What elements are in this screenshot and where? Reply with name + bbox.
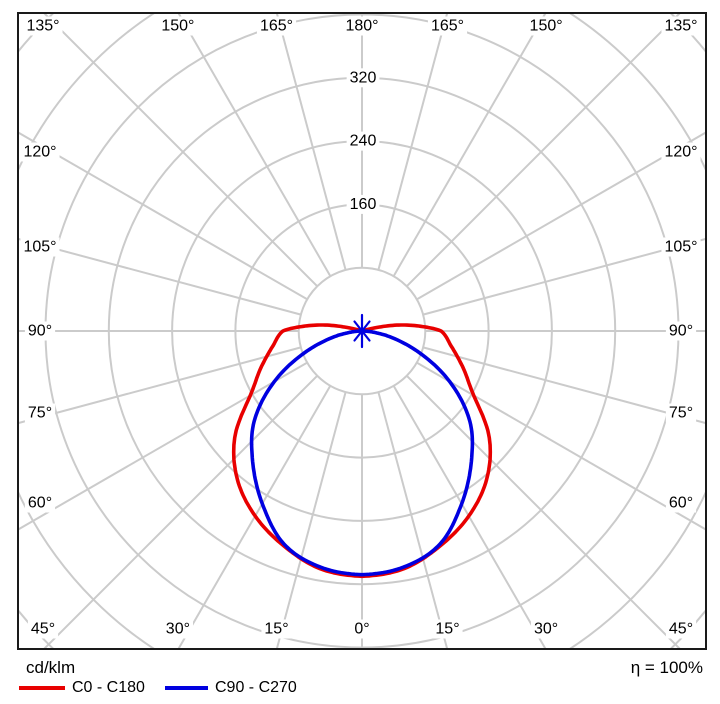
angle-label-left: 90° xyxy=(28,323,52,340)
radial-tick-label-bg xyxy=(346,194,380,214)
angle-label-bottom-bg xyxy=(432,619,463,639)
grid-spoke xyxy=(275,391,347,650)
angle-label-right-bg xyxy=(661,142,701,162)
grid-spoke xyxy=(17,361,308,532)
angle-label-bottom: 30° xyxy=(166,621,190,638)
grid-spoke xyxy=(406,12,683,287)
angle-label-right: 90° xyxy=(669,323,693,340)
grid-spoke xyxy=(17,237,302,316)
angle-label-bottom-bg xyxy=(27,619,59,639)
grid-spoke xyxy=(176,12,332,277)
grid-spoke xyxy=(41,12,318,287)
angle-label-bottom: 45° xyxy=(669,621,693,638)
radial-tick-label: 160 xyxy=(350,196,377,213)
angle-label-left-bg xyxy=(20,237,60,257)
angle-label-bottom: 0° xyxy=(354,621,369,638)
angle-label-right-bg xyxy=(661,237,701,257)
grid-spoke xyxy=(392,12,548,277)
angle-label-bottom-bg xyxy=(665,619,697,639)
angle-label-top: 150° xyxy=(161,18,194,35)
angle-label-left: 120° xyxy=(23,144,56,161)
angle-label-bottom: 30° xyxy=(534,621,558,638)
angle-label-right-bg xyxy=(665,403,697,423)
angle-label-top-bg xyxy=(427,16,468,36)
angle-label-left-bg xyxy=(24,493,56,513)
angle-label-top: 180° xyxy=(345,18,378,35)
units-label: cd/klm xyxy=(26,658,76,677)
angle-label-right: 60° xyxy=(669,495,693,512)
legend-label-c90-c270: C90 - C270 xyxy=(215,679,297,696)
angle-label-top: 150° xyxy=(530,18,563,35)
angle-label-bottom: 45° xyxy=(31,621,55,638)
grid-spoke xyxy=(416,130,707,301)
grid-spoke xyxy=(17,346,302,425)
angle-label-top: 165° xyxy=(260,18,293,35)
grid-spoke xyxy=(275,12,347,271)
grid-spoke xyxy=(17,130,308,301)
angle-label-right: 75° xyxy=(669,405,693,422)
angle-label-top-bg xyxy=(23,16,63,36)
angle-label-top-bg xyxy=(158,16,198,36)
radial-tick-label-bg xyxy=(346,131,380,151)
angle-label-left: 60° xyxy=(28,495,52,512)
grid-spoke xyxy=(406,375,683,650)
efficiency-label: η = 100% xyxy=(630,658,703,677)
grid-spoke xyxy=(392,385,548,650)
angle-label-left-bg xyxy=(24,403,56,423)
angle-label-top-bg xyxy=(256,16,297,36)
angle-label-right-bg xyxy=(665,493,697,513)
radial-tick-label: 240 xyxy=(350,133,377,150)
grid-spoke xyxy=(377,12,449,271)
legend: C0 - C180 C90 - C270 xyxy=(0,679,720,703)
angle-label-bottom-bg xyxy=(162,619,194,639)
plot-border xyxy=(17,12,707,650)
angle-label-right: 120° xyxy=(664,144,697,161)
angle-label-left-bg xyxy=(20,142,60,162)
legend-swatch-c90-c270 xyxy=(165,686,208,690)
angle-label-bottom-bg xyxy=(351,619,373,639)
angle-label-top: 135° xyxy=(26,18,59,35)
angle-label-bottom-bg xyxy=(261,619,292,639)
photometric-center-marker-icon xyxy=(353,313,371,349)
radial-tick-label-bg xyxy=(346,68,380,88)
legend-label-c0-c180: C0 - C180 xyxy=(72,679,145,696)
series-curve-c90-c270 xyxy=(249,329,475,577)
radial-tick-label: 320 xyxy=(350,69,377,86)
legend-swatch-c0-c180 xyxy=(19,686,65,690)
angle-label-top-bg xyxy=(661,16,701,36)
grid-spoke xyxy=(377,391,449,650)
angle-label-left-bg xyxy=(24,321,56,341)
angle-label-top-bg xyxy=(342,16,382,36)
angle-label-right: 105° xyxy=(664,239,697,256)
grid-spoke xyxy=(422,346,707,425)
angle-label-left: 105° xyxy=(23,239,56,256)
angle-label-top-bg xyxy=(526,16,566,36)
angle-label-bottom-bg xyxy=(530,619,562,639)
angle-label-bottom: 15° xyxy=(264,621,288,638)
angle-label-left: 75° xyxy=(28,405,52,422)
grid-spoke xyxy=(176,385,332,650)
angle-label-top: 165° xyxy=(431,18,464,35)
grid-spoke xyxy=(416,361,707,532)
angle-label-top: 135° xyxy=(664,18,697,35)
grid-spoke xyxy=(422,237,707,316)
angle-label-right-bg xyxy=(665,321,697,341)
angle-label-bottom: 15° xyxy=(435,621,459,638)
grid-spoke xyxy=(41,375,318,650)
